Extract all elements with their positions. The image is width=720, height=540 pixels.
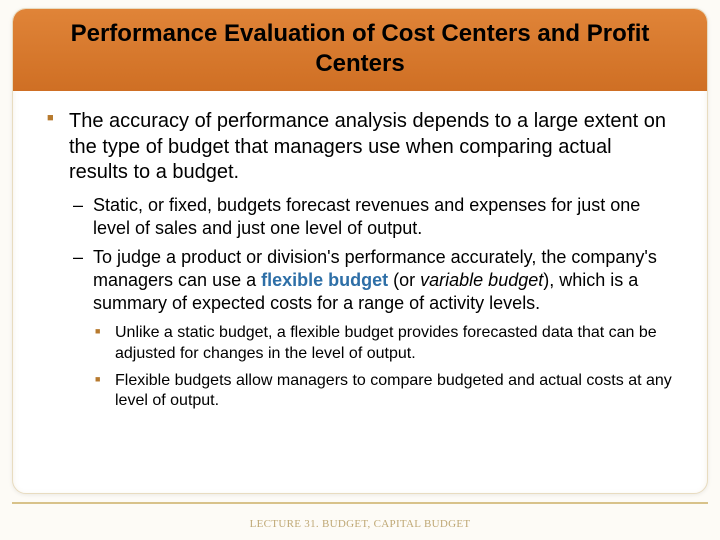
content-box: Performance Evaluation of Cost Centers a… xyxy=(12,8,708,494)
footer-rule xyxy=(12,502,708,504)
slide-title: Performance Evaluation of Cost Centers a… xyxy=(25,19,695,79)
term-variable-budget: variable budget xyxy=(420,270,543,290)
bullet-l3-2: Flexible budgets allow managers to compa… xyxy=(93,371,673,413)
title-bar: Performance Evaluation of Cost Centers a… xyxy=(13,9,707,91)
footer-text: LECTURE 31. BUDGET, CAPITAL BUDGET xyxy=(0,518,720,530)
body-area: The accuracy of performance analysis dep… xyxy=(13,91,707,430)
bullet-l2-1: Static, or fixed, budgets forecast reven… xyxy=(69,194,673,240)
bullet-list-level1: The accuracy of performance analysis dep… xyxy=(47,109,673,412)
bullet-list-level3: Unlike a static budget, a flexible budge… xyxy=(93,323,673,412)
bullet-l2-2: To judge a product or division's perform… xyxy=(69,246,673,412)
bullet-l1-1-text: The accuracy of performance analysis dep… xyxy=(69,110,666,183)
term-flexible-budget: flexible budget xyxy=(261,270,388,290)
bullet-l3-1: Unlike a static budget, a flexible budge… xyxy=(93,323,673,365)
bullet-l1-1: The accuracy of performance analysis dep… xyxy=(47,109,673,412)
bullet-list-level2: Static, or fixed, budgets forecast reven… xyxy=(69,194,673,412)
bullet-l2-2b: (or xyxy=(388,270,420,290)
slide: Performance Evaluation of Cost Centers a… xyxy=(0,0,720,540)
